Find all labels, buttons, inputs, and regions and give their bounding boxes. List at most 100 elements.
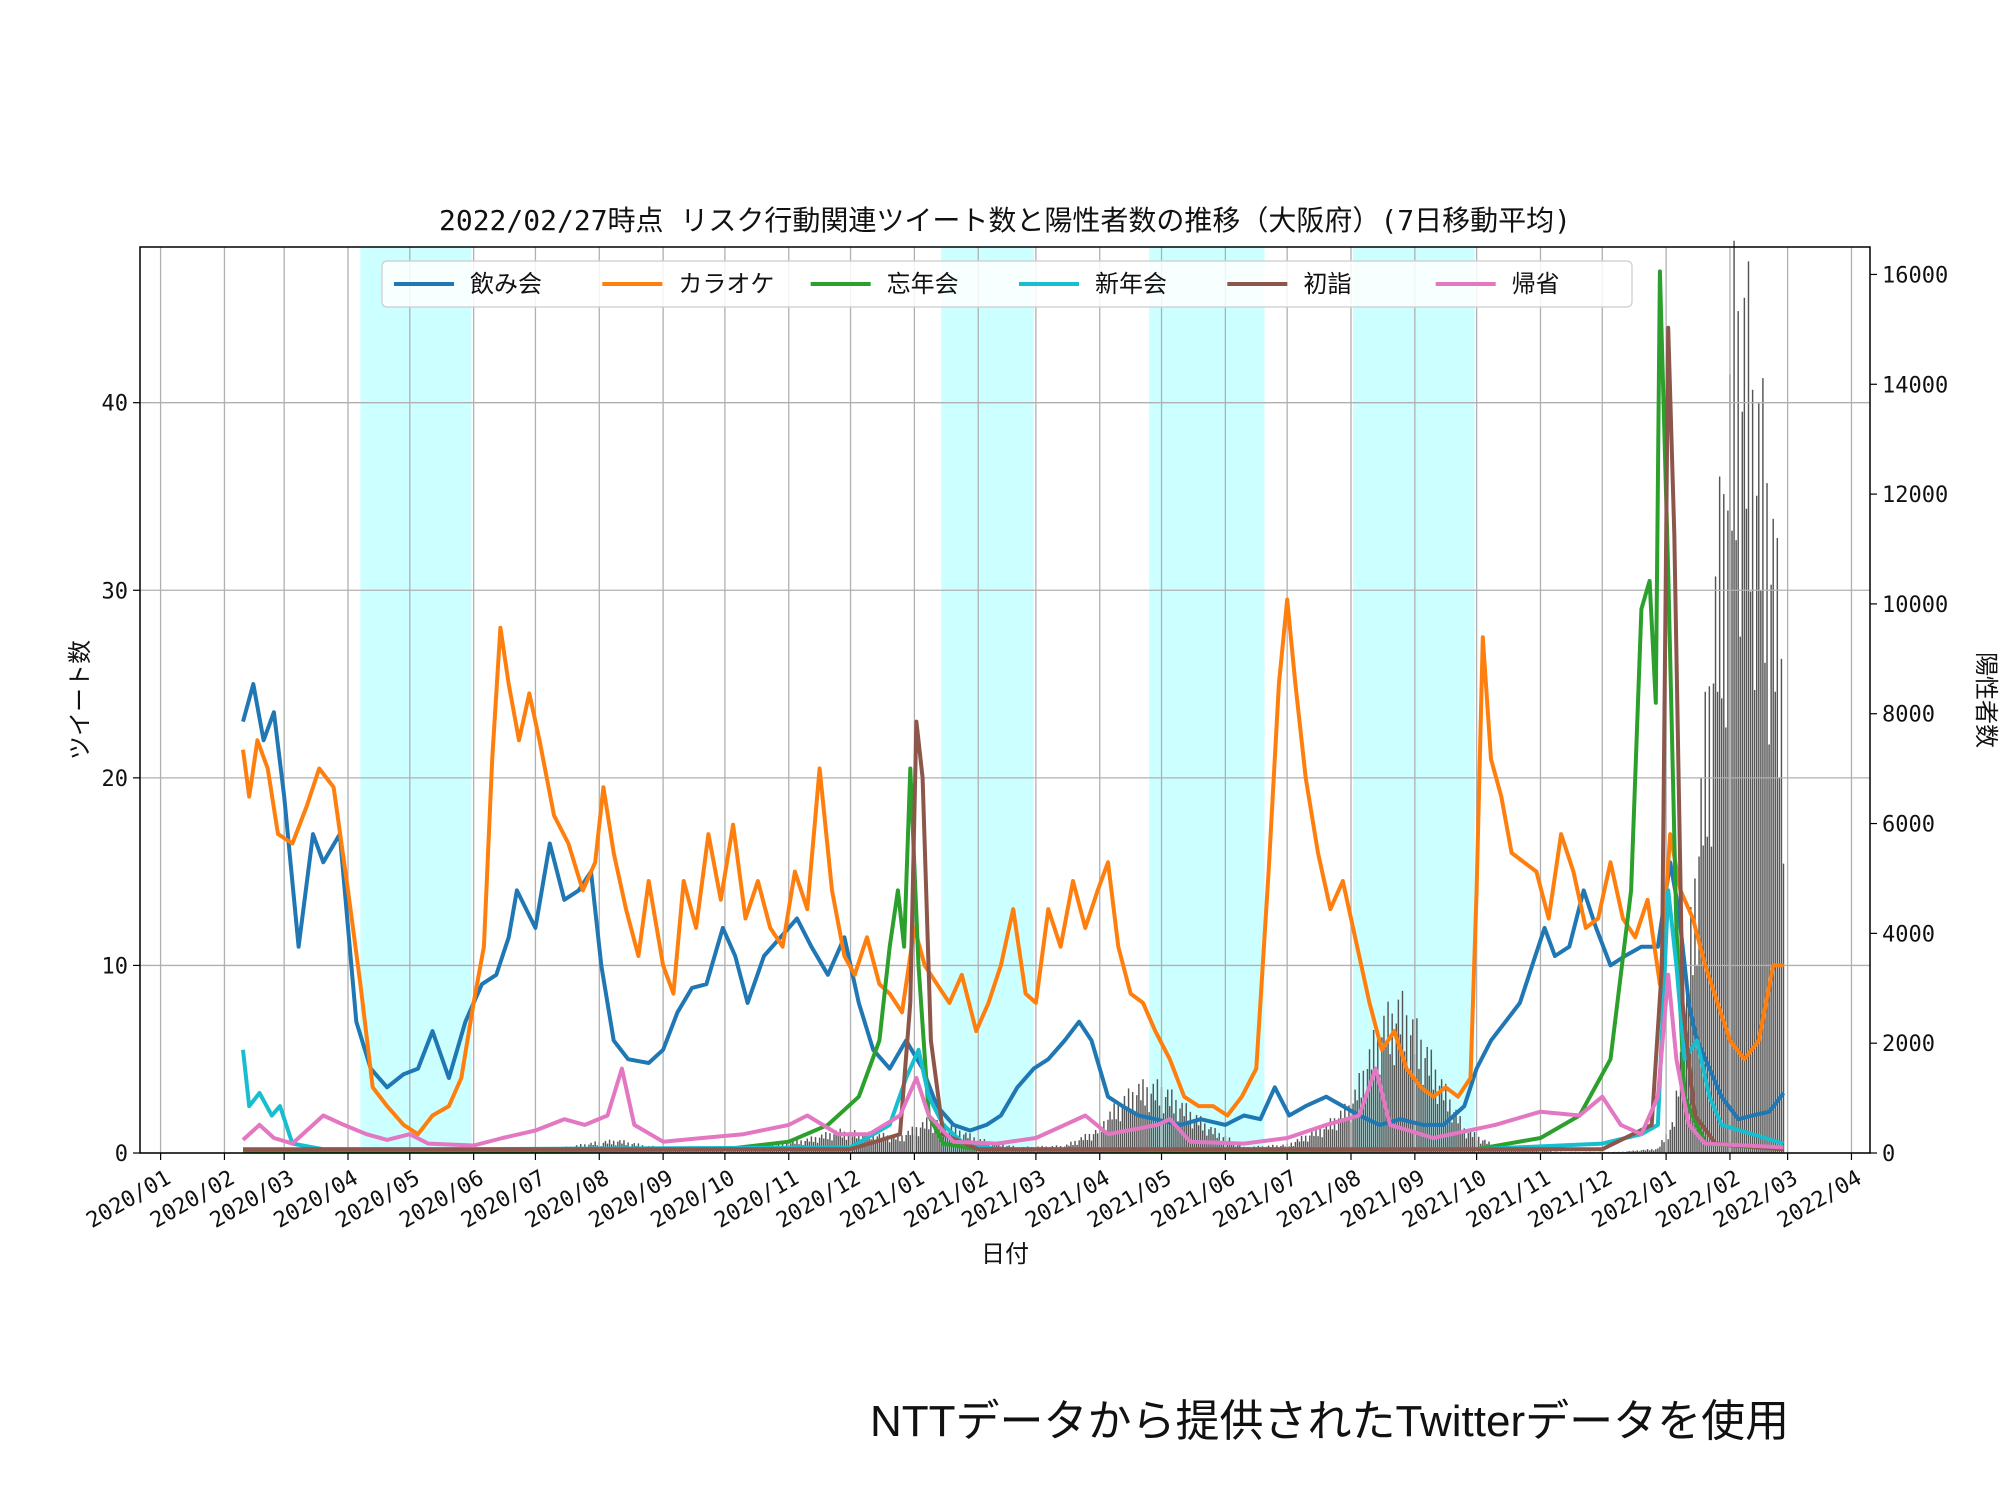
case-bar	[944, 1123, 946, 1153]
case-bar	[1082, 1140, 1084, 1153]
case-bar	[1741, 411, 1744, 1153]
case-bar	[1094, 1129, 1097, 1153]
case-bar	[1123, 1095, 1126, 1153]
case-bar	[1352, 1103, 1354, 1153]
case-bar	[1107, 1119, 1109, 1153]
case-bar	[1449, 1099, 1451, 1153]
case-bar	[1716, 691, 1719, 1153]
case-bar	[1103, 1121, 1105, 1153]
case-bar	[853, 1130, 856, 1153]
case-bar	[825, 1132, 827, 1153]
series-line-カラオケ	[241, 597, 1784, 1137]
case-bar	[841, 1137, 844, 1153]
case-bar	[936, 1120, 938, 1153]
case-bar	[1364, 1098, 1367, 1153]
shaded-period	[360, 247, 472, 1153]
case-bar	[1698, 856, 1700, 1153]
case-bar	[1362, 1070, 1365, 1153]
case-bar	[909, 1135, 911, 1153]
case-bar	[1638, 1151, 1641, 1153]
data-source-caption: NTTデータから提供されたTwitterデータを使用	[870, 1397, 1790, 1446]
case-bar	[1727, 510, 1729, 1154]
series-line-帰省	[241, 972, 1784, 1150]
case-bar	[1469, 1130, 1472, 1153]
x-axis-title: 日付	[981, 1240, 1029, 1268]
case-bar	[876, 1136, 879, 1153]
case-bar	[1335, 1130, 1338, 1153]
case-bar	[1681, 1076, 1684, 1153]
case-bar	[1535, 1149, 1538, 1153]
case-bar	[921, 1122, 924, 1153]
legend: 飲み会 カラオケ 忘年会 新年会 初詣 帰省	[381, 260, 1633, 308]
case-bar	[1782, 863, 1785, 1153]
case-bar	[1646, 1149, 1649, 1153]
case-bar	[1685, 975, 1688, 1153]
legend-label: 初詣	[1303, 270, 1351, 298]
case-bar	[1315, 1127, 1317, 1153]
y2-axis-title: 陽性者数	[1972, 652, 2000, 748]
case-bar	[1121, 1105, 1124, 1153]
case-bar	[1426, 1046, 1428, 1153]
case-bar	[1366, 1068, 1369, 1153]
case-bar	[1119, 1121, 1122, 1153]
case-bar	[1144, 1105, 1146, 1153]
case-bar	[891, 1137, 893, 1153]
case-bar	[1692, 975, 1694, 1153]
case-bar	[1101, 1131, 1103, 1153]
shaded-periods	[360, 247, 1475, 1153]
case-bar	[1457, 1123, 1459, 1153]
case-bar	[1416, 1018, 1418, 1153]
y2-axis-ticks: 0 2000 4000 6000 8000 10000 12000 14000 16000	[1870, 263, 1948, 1167]
case-bar	[948, 1128, 951, 1153]
case-bar	[1704, 691, 1706, 1153]
case-bar	[1696, 965, 1698, 1153]
case-bar	[1525, 1149, 1527, 1153]
y-axis-ticks: 0 10 20 30 40	[102, 392, 140, 1167]
case-bar	[1477, 1136, 1480, 1153]
case-bar	[1078, 1140, 1080, 1153]
case-bar	[730, 1149, 732, 1153]
case-bar	[1177, 1121, 1179, 1153]
case-bar	[1677, 1096, 1680, 1153]
case-bar	[1710, 846, 1713, 1153]
case-bar	[1150, 1093, 1152, 1153]
case-bar	[903, 1141, 905, 1153]
case-bar	[1529, 1150, 1531, 1153]
case-bar	[1661, 1140, 1663, 1153]
case-bar	[1374, 1069, 1377, 1153]
case-bar	[847, 1134, 850, 1153]
case-bar	[884, 1140, 887, 1153]
case-bar	[1471, 1137, 1474, 1153]
plot-frame	[139, 246, 1871, 1154]
case-bar	[1327, 1129, 1330, 1153]
case-bar	[1780, 658, 1783, 1153]
case-bar	[839, 1128, 841, 1153]
case-bar	[1214, 1128, 1216, 1153]
case-bar	[1368, 1049, 1371, 1153]
case-bar	[1379, 1074, 1381, 1153]
case-bar	[1193, 1118, 1196, 1153]
case-bar	[905, 1134, 907, 1153]
case-bar	[1185, 1103, 1187, 1153]
chart-title: 2022/02/27時点 リスク行動関連ツイート数と陽性者数の推移（大阪府）(7…	[439, 204, 1571, 237]
case-bar	[1395, 1023, 1398, 1153]
case-bar	[1739, 636, 1741, 1153]
case-bar	[1096, 1133, 1099, 1153]
case-bar	[1134, 1114, 1136, 1153]
case-bar	[810, 1136, 813, 1153]
case-bar	[1690, 907, 1692, 1153]
case-bar	[1445, 1083, 1447, 1153]
case-bar	[1401, 990, 1404, 1153]
case-bar	[835, 1130, 837, 1153]
case-bar	[1508, 1149, 1511, 1153]
case-bar	[1391, 1013, 1393, 1153]
case-bar	[1296, 1139, 1299, 1153]
case-bar	[1766, 483, 1768, 1153]
legend-box	[381, 260, 1633, 308]
y-tick-label: 10	[102, 954, 129, 979]
case-bar	[911, 1126, 914, 1153]
case-bar	[1080, 1137, 1082, 1153]
case-bar	[1195, 1114, 1198, 1153]
x-axis-ticks: 2020/012020/022020/032020/042020/052020/…	[82, 1153, 1866, 1234]
case-bar	[1092, 1134, 1095, 1153]
